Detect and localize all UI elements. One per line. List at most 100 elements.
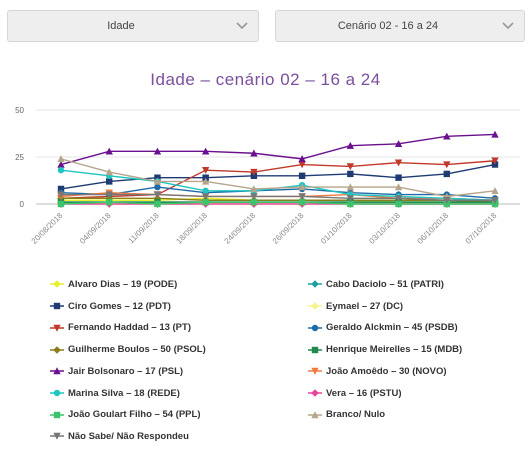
data-point (394, 140, 403, 148)
x-tick-label: 04/09/2018 (78, 211, 113, 246)
legend-marker (311, 368, 319, 375)
data-point (250, 172, 258, 179)
data-point (201, 177, 210, 185)
x-tick-label: 01/10/2018 (319, 211, 354, 246)
data-point (298, 198, 306, 206)
legend-marker (53, 433, 61, 441)
legend-item[interactable]: Cabo Daciolo – 51 (PATRI) (308, 278, 444, 292)
data-point (491, 197, 499, 204)
data-point (106, 178, 113, 185)
legend-marker (311, 280, 319, 289)
series-line (61, 197, 496, 203)
series-line (60, 186, 496, 200)
legend-label: Guilherme Boulos – 50 (PSOL) (68, 344, 206, 356)
scenario-select-value: Cenário 02 - 16 a 24 (337, 20, 439, 32)
legend-label: Cabo Daciolo – 51 (PATRI) (326, 279, 444, 290)
data-point (298, 193, 306, 201)
legend-item[interactable]: Não Sabe/ Não Respondeu (50, 430, 189, 444)
legend-marker (311, 389, 319, 397)
legend-label: Não Sabe/ Não Respondeu (68, 430, 189, 442)
legend-item[interactable]: Alvaro Dias – 19 (PODE) (50, 278, 177, 292)
data-point (57, 191, 65, 199)
legend-swatch (308, 389, 322, 397)
legend-label: Vera – 16 (PSTU) (326, 387, 402, 399)
data-point (105, 191, 113, 199)
scenario-select[interactable]: Cenário 02 - 16 a 24 (275, 10, 525, 42)
data-point (57, 166, 65, 174)
data-point (57, 155, 65, 163)
legend-item[interactable]: Eymael – 27 (DC) (308, 300, 403, 314)
legend-marker (53, 324, 61, 332)
legend-item[interactable]: Branco/ Nulo (308, 408, 385, 422)
legend-label: João Amoêdo – 30 (NOVO) (326, 365, 447, 377)
legend-item[interactable]: Marina Silva – 18 (REDE) (50, 387, 180, 401)
legend-swatch (50, 433, 64, 441)
legend-label: Alvaro Dias – 19 (PODE) (68, 279, 178, 290)
legend-item[interactable]: João Goulart Filho – 54 (PPL) (50, 408, 201, 422)
legend-swatch (308, 302, 322, 310)
legend-marker (311, 324, 319, 332)
series-13 (57, 155, 499, 200)
legend-label: Marina Silva – 18 (REDE) (68, 387, 180, 399)
data-point (346, 183, 355, 191)
data-point (202, 187, 209, 195)
series-line (60, 133, 496, 166)
data-point (491, 200, 499, 208)
legend-item[interactable]: João Amoêdo – 30 (NOVO) (308, 365, 447, 379)
data-point (347, 170, 354, 178)
data-point (395, 200, 402, 208)
legend-swatch (50, 280, 64, 289)
chevron-down-icon (236, 22, 248, 30)
data-point (57, 160, 65, 168)
line-chart: 0 25 50 20/08/2018 04/09/2018 11/09/2018 18/09… (15, 106, 520, 246)
data-point (201, 147, 210, 155)
legend-item[interactable]: Jair Bolsonaro – 17 (PSL) (50, 365, 183, 379)
data-point (250, 193, 258, 201)
legend-swatch (308, 368, 322, 375)
legend-swatch (308, 410, 322, 418)
legend-swatch (308, 346, 322, 353)
x-tick-label: 20/08/2018 (30, 211, 65, 246)
group-select[interactable]: Idade (7, 10, 259, 42)
x-tick-label: 18/09/2018 (174, 211, 209, 246)
data-point (105, 147, 113, 155)
data-point (106, 198, 113, 206)
data-point (346, 142, 355, 149)
legend-label: Henrique Meirelles – 15 (MDB) (326, 344, 463, 356)
legend-label: Geraldo Alckmin – 45 (PSDB) (326, 322, 458, 334)
series-line (60, 163, 496, 190)
data-point (346, 163, 355, 171)
legend-marker (311, 346, 319, 353)
legend-swatch (50, 302, 64, 310)
data-point (395, 174, 402, 181)
data-point (57, 185, 65, 193)
data-point (201, 166, 210, 174)
legend-label: Eymael – 27 (DC) (326, 300, 404, 312)
legend-item[interactable]: Geraldo Alckmin – 45 (PSDB) (308, 321, 458, 335)
data-point (153, 147, 162, 155)
y-tick-label: 25 (15, 153, 24, 162)
legend-label: Fernando Haddad – 13 (PT) (68, 322, 191, 334)
data-point (491, 130, 499, 138)
data-point (250, 185, 258, 193)
legend-item[interactable]: Fernando Haddad – 13 (PT) (50, 321, 191, 335)
legend-item[interactable]: Henrique Meirelles – 15 (MDB) (308, 343, 462, 357)
legend-item[interactable]: Ciro Gomes – 12 (PDT) (50, 300, 171, 314)
series-line (60, 160, 496, 200)
x-tick-label: 07/10/2018 (464, 211, 499, 246)
legend-item[interactable]: Vera – 16 (PSTU) (308, 387, 402, 401)
series-line (60, 201, 495, 205)
legend-marker (53, 411, 61, 418)
series-14 (57, 191, 499, 204)
series-line (61, 193, 495, 201)
legend-marker (53, 367, 61, 375)
series-2 (57, 161, 499, 193)
series-line (60, 158, 496, 198)
legend-swatch (308, 280, 322, 289)
legend-label: Branco/ Nulo (326, 409, 386, 421)
data-point (202, 174, 209, 181)
legend-marker (311, 302, 319, 310)
legend-swatch (50, 411, 64, 418)
chevron-down-icon (502, 22, 514, 30)
legend-item[interactable]: Guilherme Boulos – 50 (PSOL) (50, 343, 206, 357)
